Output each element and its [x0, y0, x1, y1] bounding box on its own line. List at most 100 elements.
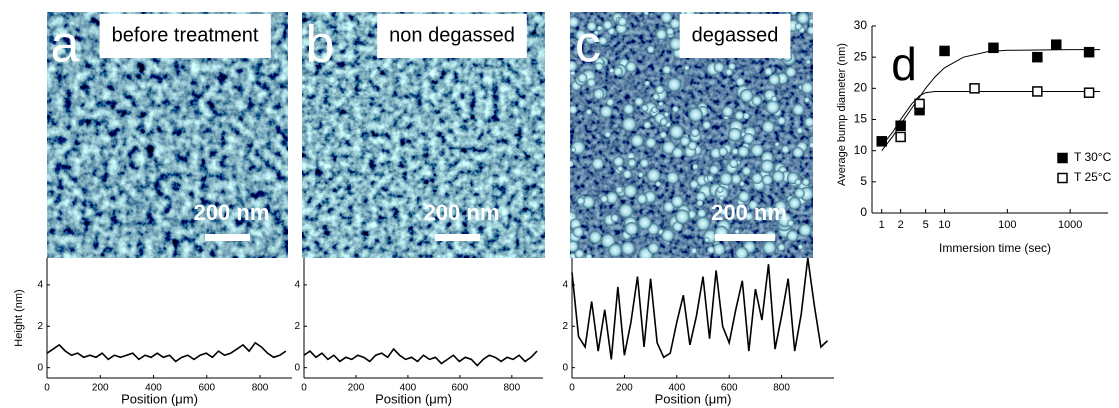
- bump: [617, 165, 624, 172]
- bump: [696, 216, 711, 231]
- label-background: [679, 14, 791, 58]
- y-tick-label: 4: [562, 280, 568, 291]
- bump: [644, 80, 650, 87]
- bump: [610, 213, 619, 223]
- x-axis-label: Immersion time (sec): [939, 241, 1051, 255]
- bump: [772, 170, 785, 183]
- bump: [695, 191, 706, 202]
- height-profile: [46, 341, 287, 363]
- y-tick-label: 2: [562, 321, 568, 332]
- bump: [689, 179, 699, 189]
- bump: [730, 173, 742, 185]
- bump: [574, 248, 585, 258]
- bump: [771, 95, 778, 102]
- bump: [671, 195, 684, 208]
- bump: [570, 16, 580, 28]
- bump: [577, 73, 588, 84]
- bump: [798, 223, 812, 237]
- bump: [734, 110, 745, 121]
- bump: [620, 241, 636, 256]
- bump: [598, 36, 608, 46]
- bump: [774, 200, 787, 213]
- bump: [792, 103, 805, 116]
- y-tick-label: 0: [294, 362, 300, 373]
- bump: [742, 133, 755, 145]
- afm-images: a before treatment 200 nm b non degassed 200 …: [47, 12, 813, 258]
- image-label: before treatment: [112, 24, 259, 46]
- bump: [591, 157, 605, 170]
- bump: [585, 253, 593, 258]
- bump: [713, 61, 725, 73]
- legend-label: T 25°C: [1074, 170, 1112, 184]
- x-tick-label: 200: [92, 383, 109, 394]
- x-tick-label: 600: [721, 383, 738, 394]
- bump: [662, 65, 672, 75]
- x-tick-label: 100: [998, 219, 1016, 231]
- panel-letter: b: [306, 16, 335, 74]
- bump: [637, 171, 644, 178]
- y-tick-label: 25: [854, 49, 868, 63]
- y-tick-label: 0: [562, 362, 568, 373]
- x-tick-label: 0: [301, 383, 307, 394]
- bump: [696, 199, 704, 207]
- bump: [596, 25, 603, 32]
- bump: [585, 108, 593, 116]
- x-tick-label: 800: [773, 383, 790, 394]
- x-axis-label: Position (μm): [375, 391, 452, 406]
- bump: [725, 68, 733, 76]
- bump: [617, 16, 628, 27]
- bump: [615, 185, 624, 194]
- bump: [728, 62, 736, 71]
- data-point: [969, 83, 980, 94]
- bump: [719, 208, 727, 216]
- scale-bar: [715, 234, 775, 241]
- bump: [608, 67, 615, 74]
- x-tick-label: 400: [668, 383, 685, 394]
- bump: [639, 158, 649, 168]
- panel-letter: a: [51, 16, 80, 74]
- bump: [729, 158, 739, 169]
- bump: [734, 228, 740, 235]
- x-tick-label: 0: [569, 383, 575, 394]
- bump: [768, 73, 781, 86]
- bump: [788, 196, 801, 210]
- bump: [756, 215, 763, 222]
- bump: [721, 105, 734, 118]
- bump: [706, 174, 714, 182]
- image-label: degassed: [692, 24, 779, 46]
- bump: [712, 243, 726, 256]
- bump: [652, 93, 660, 101]
- bump: [674, 209, 690, 225]
- bump: [666, 27, 675, 36]
- bump: [684, 65, 690, 71]
- bump: [666, 77, 682, 92]
- scale-bar-label: 200 nm: [194, 200, 270, 225]
- bump: [792, 146, 804, 159]
- bump: [586, 78, 596, 88]
- x-tick-label: 1: [879, 219, 885, 231]
- bump: [606, 98, 615, 107]
- bump: [727, 127, 742, 142]
- bump: [690, 247, 698, 255]
- bump: [760, 159, 775, 174]
- bump: [796, 12, 810, 25]
- bump: [599, 105, 613, 119]
- x-tick-label: 1000: [1058, 219, 1082, 231]
- bump: [669, 37, 683, 51]
- bump: [688, 107, 703, 122]
- bump: [734, 246, 749, 258]
- x-tick-label: 200: [616, 383, 633, 394]
- bump: [804, 97, 810, 103]
- bump: [761, 174, 773, 186]
- bump: [608, 243, 623, 258]
- legend-label: T 30°C: [1074, 150, 1112, 164]
- x-tick-label: 600: [198, 383, 215, 394]
- y-tick-label: 10: [854, 143, 868, 157]
- bump: [645, 137, 657, 149]
- y-tick-label: 4: [37, 280, 43, 291]
- bump: [624, 222, 639, 236]
- bump: [737, 145, 750, 158]
- x-axis-label: Position (μm): [121, 391, 198, 406]
